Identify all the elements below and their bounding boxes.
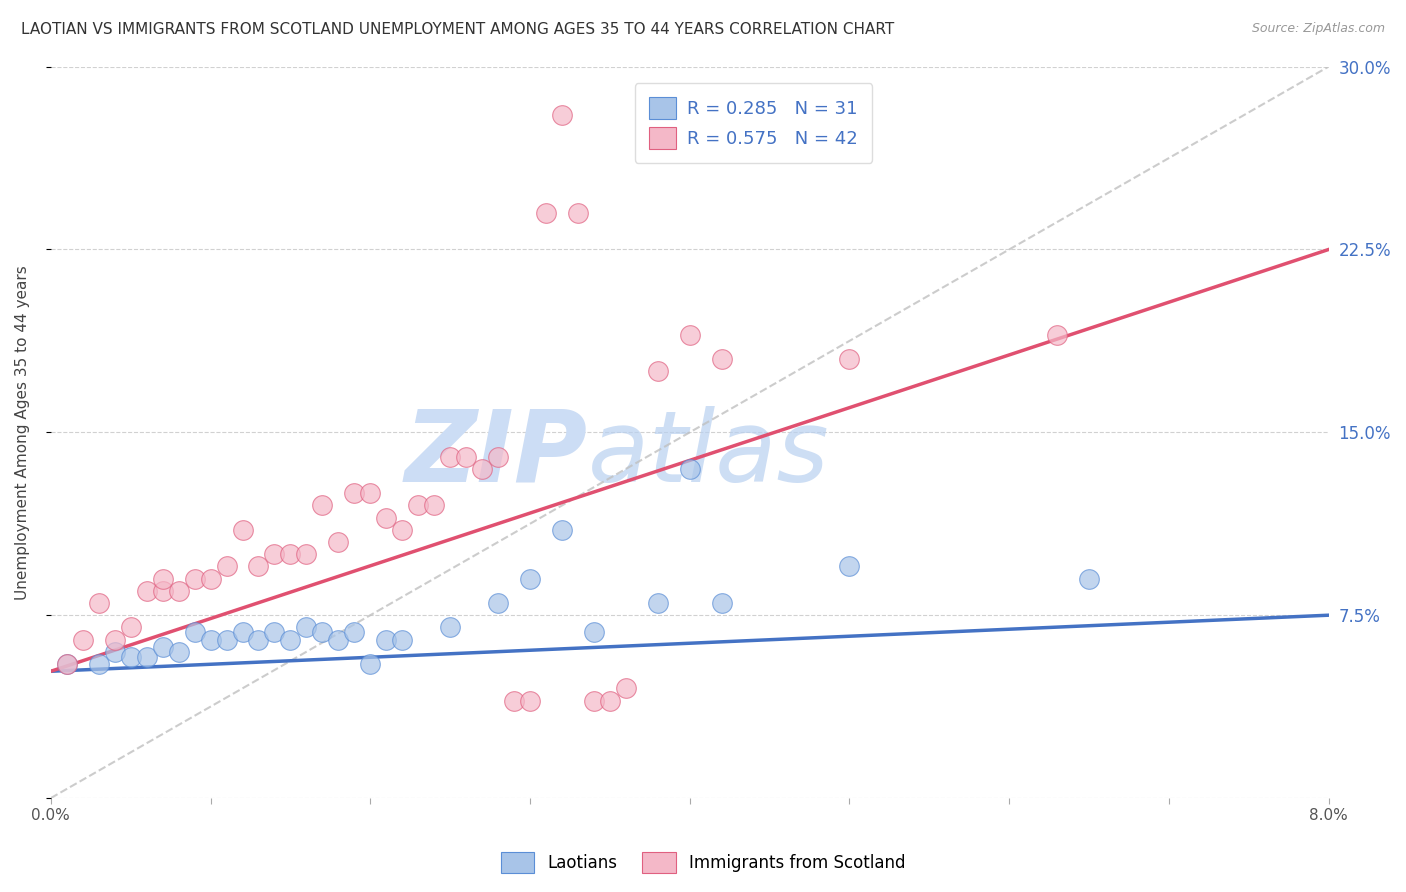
Point (614, 681, 637, 696)
Point (231, 523, 253, 537)
Point (72, 632, 94, 647)
Point (391, 523, 413, 537)
Point (328, 535, 350, 549)
Point (135, 649, 157, 664)
Point (471, 462, 494, 476)
Point (582, 625, 605, 640)
Point (343, 625, 366, 640)
Point (519, 572, 541, 586)
Point (439, 620, 461, 634)
Point (710, 352, 733, 367)
Legend: Laotians, Immigrants from Scotland: Laotians, Immigrants from Scotland (494, 846, 912, 880)
Point (551, 108, 574, 122)
Text: Source: ZipAtlas.com: Source: ZipAtlas.com (1251, 22, 1385, 36)
Point (183, 625, 205, 640)
Point (152, 572, 174, 586)
Point (167, 583, 190, 598)
Point (263, 547, 285, 561)
Point (263, 625, 285, 640)
Point (183, 572, 205, 586)
Text: LAOTIAN VS IMMIGRANTS FROM SCOTLAND UNEMPLOYMENT AMONG AGES 35 TO 44 YEARS CORRE: LAOTIAN VS IMMIGRANTS FROM SCOTLAND UNEM… (21, 22, 894, 37)
Point (647, 364, 669, 378)
Point (295, 620, 318, 634)
Point (439, 450, 461, 464)
Point (375, 632, 398, 647)
Point (456, 450, 478, 464)
Point (423, 499, 446, 513)
Point (87, 596, 110, 610)
Point (135, 583, 157, 598)
Point (152, 583, 174, 598)
Point (200, 632, 222, 647)
Point (120, 620, 142, 634)
Point (328, 632, 350, 647)
Point (104, 645, 127, 659)
Text: atlas: atlas (588, 406, 830, 503)
Point (519, 693, 541, 707)
Point (503, 693, 526, 707)
Point (599, 693, 621, 707)
Point (647, 596, 669, 610)
Point (247, 632, 270, 647)
Point (679, 327, 702, 342)
Point (120, 649, 142, 664)
Y-axis label: Unemployment Among Ages 35 to 44 years: Unemployment Among Ages 35 to 44 years (15, 265, 30, 599)
Point (104, 632, 127, 647)
Point (200, 572, 222, 586)
Point (534, 206, 557, 220)
Point (215, 559, 238, 574)
Point (1078, 572, 1101, 586)
Text: ZIP: ZIP (405, 406, 588, 503)
Point (710, 596, 733, 610)
Point (486, 450, 509, 464)
Point (231, 625, 253, 640)
Point (280, 547, 302, 561)
Point (486, 596, 509, 610)
Point (247, 559, 270, 574)
Point (215, 632, 238, 647)
Point (391, 632, 413, 647)
Point (56, 657, 79, 671)
Point (582, 693, 605, 707)
Point (375, 510, 398, 524)
Legend: R = 0.285   N = 31, R = 0.575   N = 42: R = 0.285 N = 31, R = 0.575 N = 42 (636, 83, 872, 163)
Point (343, 486, 366, 500)
Point (838, 559, 860, 574)
Point (87, 657, 110, 671)
Point (280, 632, 302, 647)
Point (167, 645, 190, 659)
Point (359, 486, 381, 500)
Point (311, 499, 333, 513)
Point (406, 499, 429, 513)
Point (56, 657, 79, 671)
Point (567, 206, 589, 220)
Point (359, 657, 381, 671)
Point (551, 523, 574, 537)
Point (311, 625, 333, 640)
Point (1046, 327, 1069, 342)
Point (838, 352, 860, 367)
Point (152, 640, 174, 654)
Point (295, 547, 318, 561)
Point (679, 462, 702, 476)
